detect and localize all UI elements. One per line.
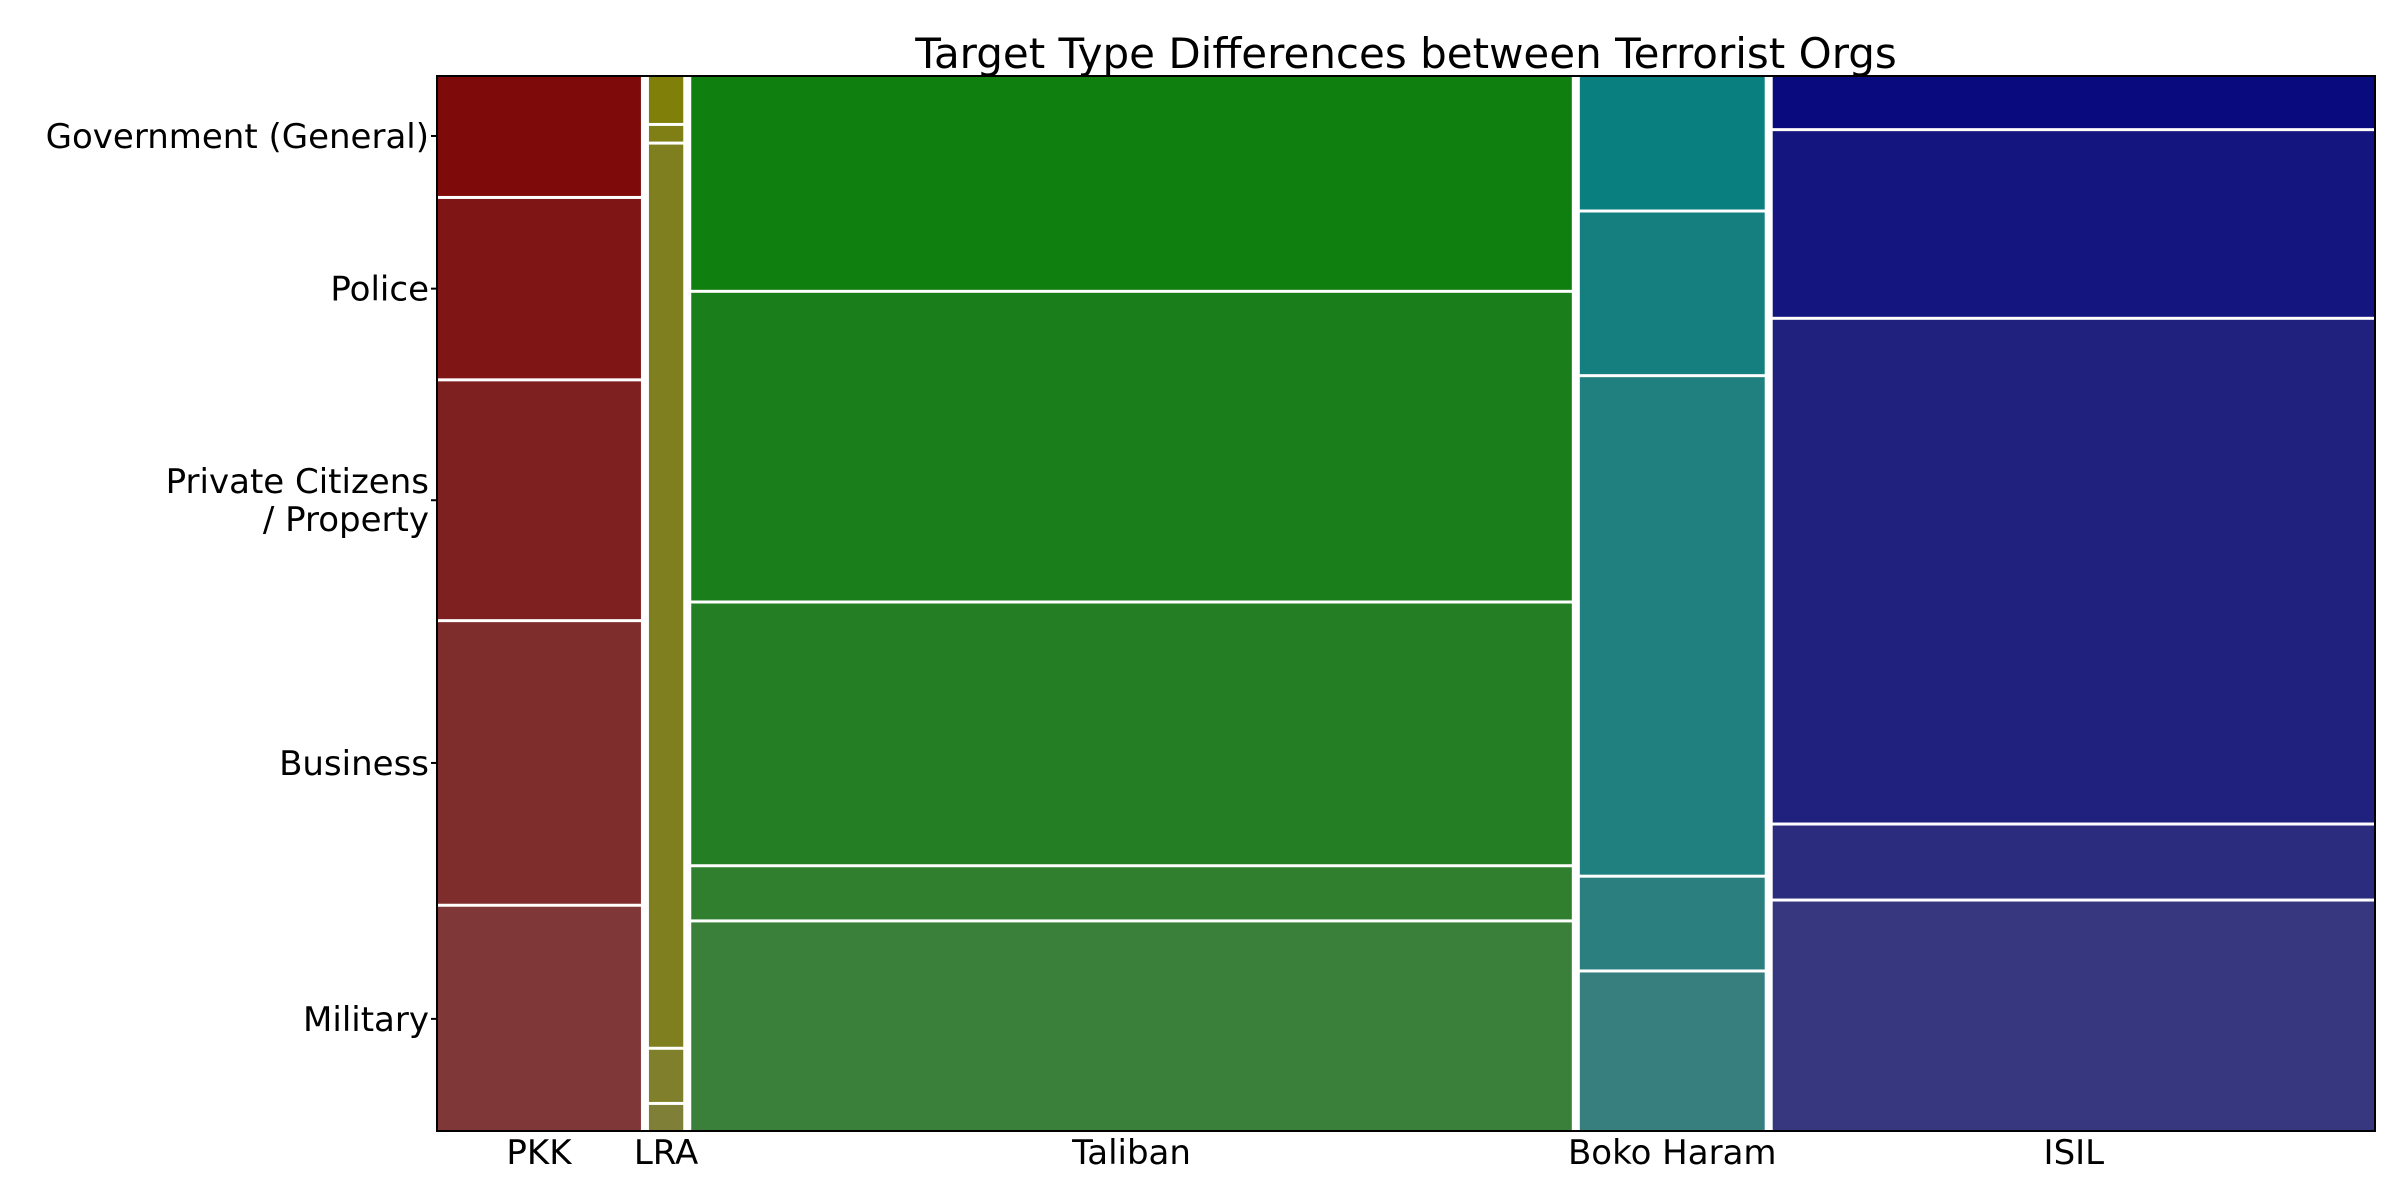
cell-lra-government-general <box>648 76 684 123</box>
cell-boko-haram-government-general <box>1579 76 1765 210</box>
mosaic-cells <box>437 76 2375 1131</box>
cell-pkk-police <box>437 198 641 379</box>
cell-boko-haram-military <box>1579 972 1765 1131</box>
cell-taliban-government-general <box>691 76 1572 290</box>
cell-boko-haram-police <box>1579 212 1765 375</box>
chart-title: Target Type Differences between Terroris… <box>914 29 1897 78</box>
cell-lra-police <box>648 125 684 142</box>
y-tick-label-business: Business <box>279 744 429 784</box>
cell-pkk-government-general <box>437 76 641 196</box>
x-axis-ticks: PKK LRA Taliban Boko Haram ISIL <box>506 1133 2104 1173</box>
cell-isil-business <box>1772 825 2375 899</box>
cell-pkk-private-citizens-property <box>437 381 641 620</box>
plot-frame <box>436 75 2376 1132</box>
x-tick-label-pkk: PKK <box>506 1133 573 1173</box>
cell-isil-government-general <box>1772 76 2375 129</box>
x-tick-label-boko-haram: Boko Haram <box>1568 1133 1777 1173</box>
cell-pkk-military <box>437 906 641 1131</box>
cell-lra-private-citizens-property <box>648 144 684 1047</box>
cell-isil-police <box>1772 131 2375 317</box>
cell-lra-military <box>648 1104 684 1131</box>
cell-pkk-business <box>437 622 641 904</box>
y-tick-label-private-citizens-property: Private Citizens / Property <box>166 462 429 540</box>
cell-boko-haram-private-citizens-property <box>1579 377 1765 875</box>
y-axis-ticks: Government (General) Police Private Citize… <box>46 117 437 1040</box>
y-tick-label-police: Police <box>330 270 429 310</box>
x-tick-label-lra: LRA <box>634 1133 698 1173</box>
y-tick-label-government-general: Government (General) <box>46 117 429 157</box>
cell-isil-military <box>1772 901 2375 1131</box>
cell-taliban-police <box>691 292 1572 601</box>
y-tick-label-military: Military <box>303 1000 429 1040</box>
cell-taliban-private-citizens-property <box>691 603 1572 865</box>
cell-lra-business <box>648 1049 684 1102</box>
cell-isil-private-citizens-property <box>1772 319 2375 823</box>
x-tick-label-taliban: Taliban <box>1071 1133 1191 1173</box>
cell-boko-haram-business <box>1579 877 1765 970</box>
cell-taliban-business <box>691 867 1572 920</box>
cell-taliban-military <box>691 922 1572 1131</box>
x-tick-label-isil: ISIL <box>2044 1133 2105 1173</box>
